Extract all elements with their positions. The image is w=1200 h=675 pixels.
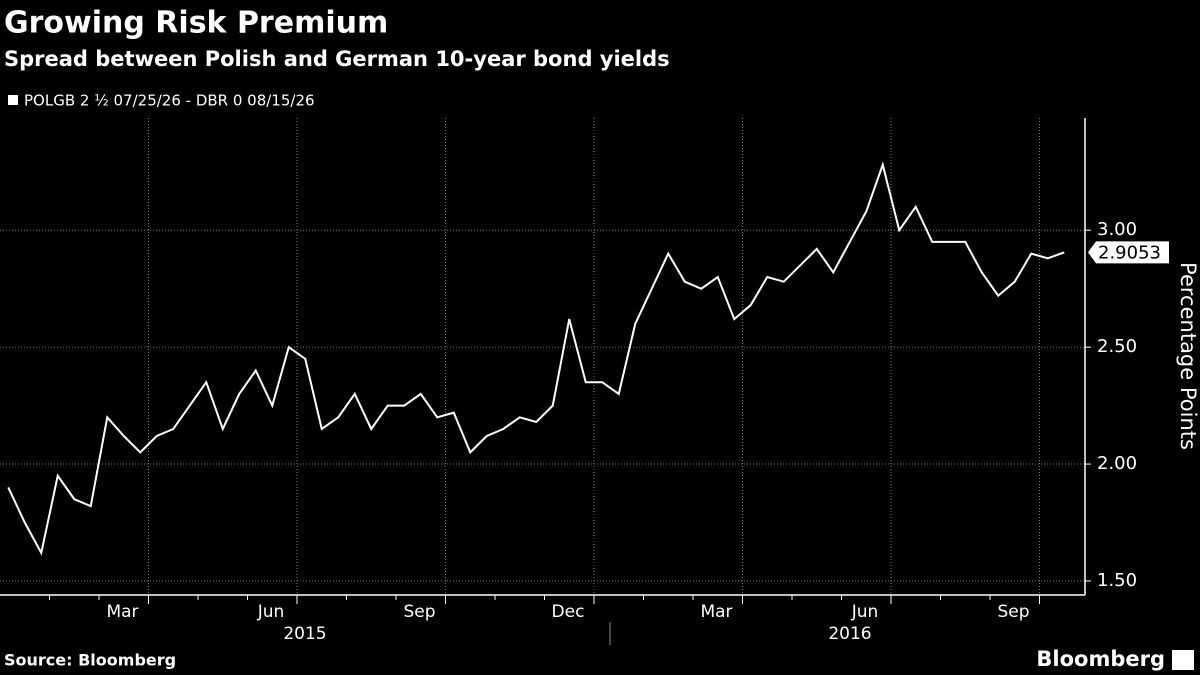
y-tick-label: 2.00 <box>1097 453 1137 474</box>
x-tick-label: Sep <box>403 602 435 622</box>
x-group-label: 2015 <box>283 624 326 644</box>
x-tick-label: Mar <box>106 602 138 622</box>
x-group-label: 2016 <box>828 624 871 644</box>
brand: Bloomberg <box>1036 647 1165 671</box>
y-tick-label: 3.00 <box>1097 219 1137 240</box>
legend-label: POLGB 2 ½ 07/25/26 - DBR 0 08/15/26 <box>24 92 315 110</box>
y-axis-label: Percentage Points <box>1176 262 1200 450</box>
x-tick-label: Mar <box>700 602 732 622</box>
end-label-box <box>1088 241 1169 264</box>
y-tick-label: 2.50 <box>1097 336 1137 357</box>
line <box>7 161 1065 556</box>
x-tick-label: Dec <box>552 602 585 622</box>
chart-title: Growing Risk Premium <box>4 6 388 41</box>
x-tick-label: Sep <box>997 602 1029 622</box>
brand-icon <box>1172 650 1194 670</box>
x-tick-label: Jun <box>257 602 285 622</box>
y-tick-label: 1.50 <box>1097 570 1137 591</box>
chart-subtitle: Spread between Polish and German 10-year… <box>4 47 670 71</box>
end-label: 2.9053 <box>1098 242 1161 263</box>
source: Source: Bloomberg <box>4 651 176 670</box>
x-tick-label: Jun <box>851 602 879 622</box>
legend-swatch <box>8 95 18 105</box>
